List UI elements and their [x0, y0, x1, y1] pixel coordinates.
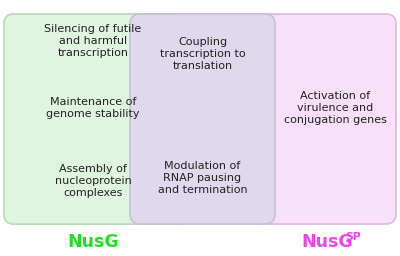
FancyBboxPatch shape [130, 14, 275, 224]
Text: Activation of
virulence and
conjugation genes: Activation of virulence and conjugation … [284, 91, 387, 125]
Text: Maintenance of
genome stability: Maintenance of genome stability [46, 97, 140, 119]
Text: SP: SP [346, 232, 361, 242]
Text: NusG: NusG [302, 233, 353, 251]
Text: NusG: NusG [67, 233, 119, 251]
Text: Assembly of
nucleoprotein
complexes: Assembly of nucleoprotein complexes [55, 164, 131, 198]
FancyBboxPatch shape [4, 14, 396, 224]
FancyBboxPatch shape [4, 14, 182, 224]
Text: Modulation of
RNAP pausing
and termination: Modulation of RNAP pausing and terminati… [158, 161, 247, 195]
Text: Silencing of futile
and harmful
transcription: Silencing of futile and harmful transcri… [44, 24, 142, 58]
Text: Coupling
transcription to
translation: Coupling transcription to translation [160, 37, 245, 71]
